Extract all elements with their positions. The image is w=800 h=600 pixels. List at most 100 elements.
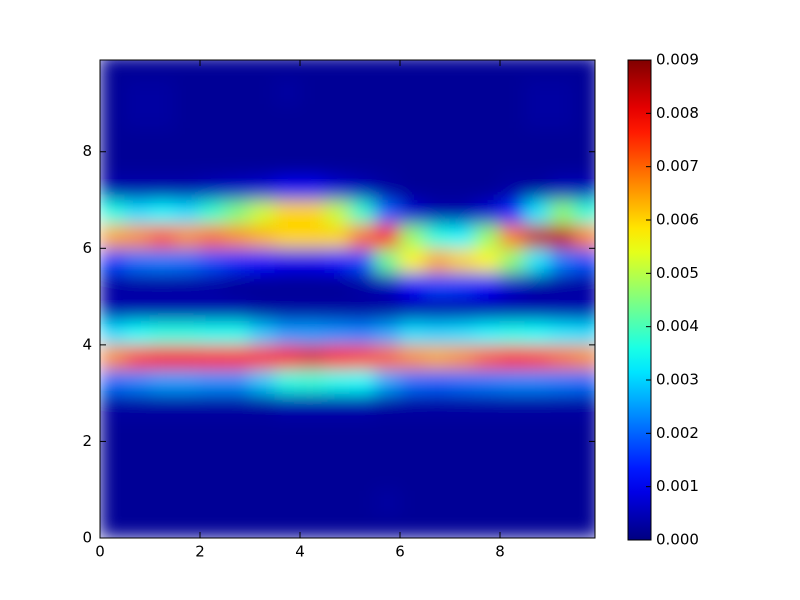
heat-cell xyxy=(524,296,551,322)
heat-cell xyxy=(399,344,426,370)
heat-cell xyxy=(149,513,176,538)
heat-cell xyxy=(100,60,126,80)
heat-cell xyxy=(124,296,151,322)
heat-cell xyxy=(499,271,526,298)
heat-cell xyxy=(274,440,301,467)
heat-cell xyxy=(449,392,476,418)
heat-cell xyxy=(449,368,476,394)
heat-cell xyxy=(174,489,201,515)
heat-cell xyxy=(249,320,276,346)
heat-cell xyxy=(100,465,126,491)
colorbar-tick-label: 0.007 xyxy=(656,157,699,175)
heat-cell xyxy=(399,513,426,538)
heat-cell xyxy=(174,102,201,129)
heat-cell xyxy=(249,368,276,394)
heat-cell xyxy=(124,368,151,394)
heat-cell xyxy=(274,416,301,442)
heat-cell xyxy=(499,78,526,104)
heat-cell xyxy=(274,368,301,394)
heat-cell xyxy=(474,60,501,80)
heat-cell xyxy=(349,247,376,273)
heat-cell xyxy=(349,60,376,80)
heat-cell xyxy=(324,392,351,418)
heat-cell xyxy=(524,60,551,80)
heat-cell xyxy=(499,127,526,153)
heat-cell xyxy=(524,465,551,491)
heat-cell xyxy=(524,102,551,129)
heat-cell xyxy=(249,127,276,153)
heat-cell xyxy=(124,78,151,104)
heat-cell xyxy=(299,320,326,346)
heat-cell xyxy=(449,489,476,515)
heat-cell xyxy=(349,392,376,418)
heat-cell xyxy=(299,102,326,129)
heat-cell xyxy=(174,247,201,273)
heat-cell xyxy=(349,465,376,491)
heat-cell xyxy=(399,271,426,298)
heat-cell xyxy=(149,416,176,442)
heat-cell xyxy=(124,247,151,273)
heat-cell xyxy=(100,247,126,273)
heat-cell xyxy=(499,247,526,273)
heat-cell xyxy=(324,489,351,515)
heat-cell xyxy=(199,489,226,515)
heat-cell xyxy=(324,440,351,467)
heat-cell xyxy=(224,60,251,80)
heat-cell xyxy=(100,127,126,153)
heat-cell xyxy=(374,175,401,201)
heat-cell xyxy=(124,127,151,153)
heat-cell xyxy=(549,175,576,201)
heat-cell xyxy=(149,440,176,467)
heat-cell xyxy=(474,513,501,538)
heat-cell xyxy=(574,271,595,298)
heat-cell xyxy=(349,368,376,394)
heat-cell xyxy=(399,440,426,467)
heat-cell xyxy=(449,151,476,177)
heat-cell xyxy=(299,344,326,370)
heat-cell xyxy=(374,199,401,225)
heat-cell xyxy=(549,344,576,370)
heat-cell xyxy=(124,151,151,177)
heat-cell xyxy=(149,151,176,177)
colorbar-tick-label: 0.003 xyxy=(656,371,699,389)
heat-cell xyxy=(449,223,476,249)
heat-cell xyxy=(549,440,576,467)
heat-cell xyxy=(399,296,426,322)
heat-cell xyxy=(124,344,151,370)
x-tick-label: 0 xyxy=(95,543,105,561)
heat-cell xyxy=(100,271,126,298)
heat-cell xyxy=(274,392,301,418)
heat-cell xyxy=(549,320,576,346)
heat-cell xyxy=(324,247,351,273)
heat-cell xyxy=(324,199,351,225)
heat-cell xyxy=(249,513,276,538)
heat-cell xyxy=(299,513,326,538)
heat-cell xyxy=(274,247,301,273)
heat-cell xyxy=(124,271,151,298)
heat-cell xyxy=(449,344,476,370)
heat-cell xyxy=(474,392,501,418)
heat-cell xyxy=(574,247,595,273)
heat-cell xyxy=(274,223,301,249)
heat-cell xyxy=(524,513,551,538)
heat-cell xyxy=(100,78,126,104)
heat-cell xyxy=(124,489,151,515)
heat-cell xyxy=(349,223,376,249)
heat-cell xyxy=(524,392,551,418)
heat-cell xyxy=(574,223,595,249)
heat-cell xyxy=(549,102,576,129)
heat-cell xyxy=(574,60,595,80)
heat-cell xyxy=(224,513,251,538)
heat-cell xyxy=(524,368,551,394)
heat-cell xyxy=(349,320,376,346)
heat-cell xyxy=(149,489,176,515)
heat-cell xyxy=(399,199,426,225)
heat-cell xyxy=(224,175,251,201)
heat-cell xyxy=(149,344,176,370)
heat-cell xyxy=(374,102,401,129)
heat-cell xyxy=(124,60,151,80)
heat-cell xyxy=(249,102,276,129)
heat-cell xyxy=(574,440,595,467)
heat-cell xyxy=(424,199,451,225)
heat-cell xyxy=(374,416,401,442)
